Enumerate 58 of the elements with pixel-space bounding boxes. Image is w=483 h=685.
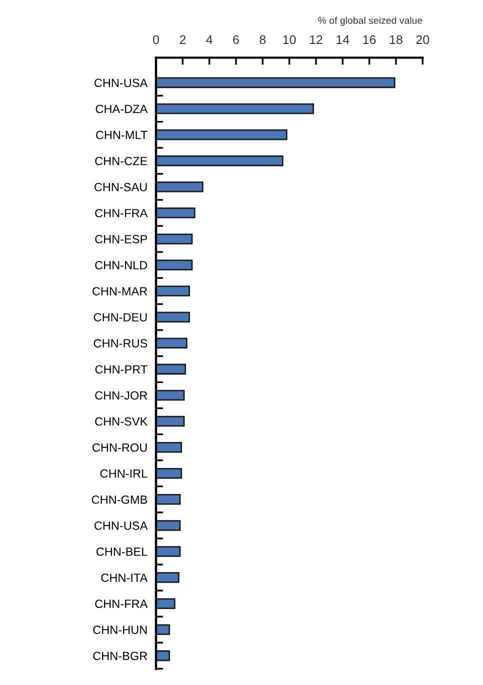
x-axis-title: % of global seized value: [318, 16, 422, 26]
y-tick-label: CHN-MLT: [96, 130, 148, 140]
bar: [156, 390, 185, 401]
bar: [156, 624, 170, 636]
x-tick-label: 2: [180, 35, 186, 44]
y-tick-label: CHN-ESP: [95, 234, 148, 244]
bar: [156, 338, 188, 349]
x-tick-label: 8: [260, 35, 266, 44]
x-tick-label: 10: [283, 35, 296, 44]
bar: [156, 598, 176, 609]
x-tick-label: 6: [233, 35, 239, 44]
y-tick-label: CHN-RUS: [94, 339, 148, 348]
y-tick-label: CHN-FRA: [95, 208, 148, 218]
bar: [156, 77, 396, 88]
y-tick-label: CHN-MAR: [92, 287, 148, 296]
y-tick-label: CHN-FRA: [95, 600, 148, 608]
x-tick-label: 12: [310, 35, 322, 44]
y-tick-label: CHN-ITA: [101, 574, 148, 582]
bar: [156, 468, 182, 479]
y-tick-label: CHN-ROU: [92, 443, 147, 452]
y-tick-label: CHA-DZA: [96, 104, 148, 114]
bar: [156, 546, 181, 557]
bar: [156, 364, 186, 375]
y-tick-label: CHN-JOR: [95, 391, 148, 400]
x-tick-label: 16: [363, 35, 376, 44]
x-tick-label: 4: [206, 35, 212, 44]
y-tick-label: CHN-BGR: [93, 652, 148, 660]
bar: [156, 650, 170, 662]
bar: [156, 416, 185, 427]
x-tick-label: 20: [416, 35, 430, 44]
y-tick-label: CHN-USA: [94, 521, 148, 530]
y-tick-label: CHN-PRT: [95, 365, 148, 374]
y-tick-label: CHN-DEU: [94, 313, 147, 322]
bar: [156, 208, 196, 218]
y-tick-label: CHN-SVK: [95, 417, 148, 426]
bar: [156, 520, 181, 531]
bar: [156, 260, 193, 270]
y-tick-label: CHN-USA: [94, 78, 148, 88]
bar: [156, 155, 284, 166]
y-tick-label: CHN-CZE: [95, 156, 148, 166]
bar: [156, 129, 288, 140]
x-tick-label: 14: [336, 35, 350, 44]
y-tick-label: CHN-NLD: [95, 261, 148, 270]
bar: [156, 494, 181, 505]
bar: [156, 103, 314, 114]
y-tick-label: CHN-HUN: [93, 626, 147, 634]
y-tick-label: CHN-SAU: [94, 182, 147, 192]
bar: [156, 312, 190, 322]
bar: [156, 234, 193, 244]
x-tick-label: 18: [390, 35, 402, 44]
y-tick-label: CHN-IRL: [100, 469, 148, 478]
bar: [156, 181, 204, 192]
y-tick-label: CHN-GMB: [92, 495, 148, 504]
y-tick-label: CHN-BEL: [96, 548, 148, 556]
bar: [156, 442, 182, 453]
x-tick-label: 0: [153, 35, 159, 44]
bar: [156, 572, 180, 583]
bar: [156, 286, 190, 296]
